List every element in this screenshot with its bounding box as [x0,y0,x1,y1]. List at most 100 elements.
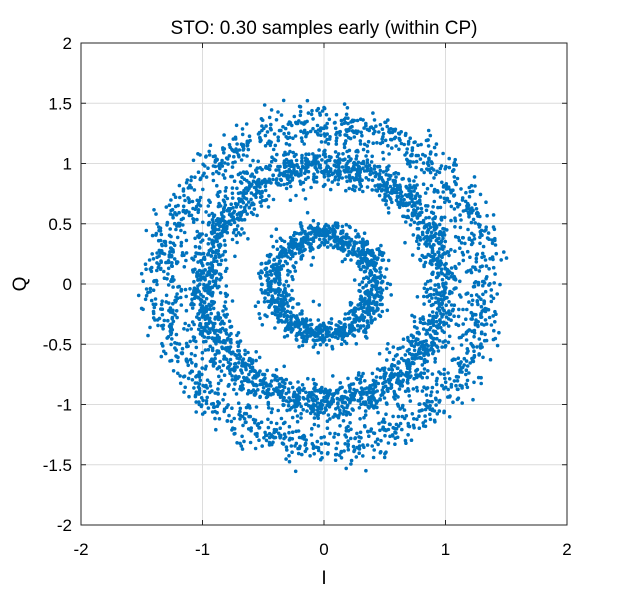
scatter-point [470,298,475,303]
scatter-point [352,135,357,139]
scatter-point [290,328,294,333]
scatter-point [172,278,176,282]
scatter-point [387,367,391,372]
scatter-point [196,210,200,215]
scatter-point [287,120,292,124]
scatter-point [240,358,245,363]
scatter-point [169,208,173,213]
scatter-point [378,270,382,274]
scatter-point [318,113,323,117]
scatter-point [297,344,301,349]
scatter-point [348,412,353,417]
scatter-point [325,245,330,249]
scatter-point [447,300,451,304]
scatter-point [330,172,335,177]
scatter-point [217,223,221,228]
scatter-point [493,336,498,341]
scatter-point [292,233,296,238]
scatter-point [458,213,462,217]
scatter-point [344,168,348,172]
scatter-point [170,261,174,265]
scatter-point [344,222,349,227]
scatter-point [311,333,316,337]
scatter-point [226,162,230,166]
scatter-point [312,452,317,456]
scatter-point [355,118,360,123]
scatter-point [205,262,210,266]
scatter-point [271,244,276,249]
scatter-point [463,241,467,246]
scatter-point [290,385,295,390]
scatter-point [257,355,262,360]
scatter-point [370,444,375,448]
scatter-point [465,385,470,390]
scatter-point [194,390,199,395]
y-tick-label: -2 [57,516,72,535]
scatter-point [155,251,159,255]
scatter-point [432,243,436,247]
scatter-point [290,123,294,128]
scatter-point [441,293,446,298]
scatter-point [201,173,205,178]
scatter-point [399,197,403,202]
scatter-point [432,199,437,204]
scatter-point [362,270,367,274]
scatter-point [213,356,217,361]
scatter-point [352,278,357,282]
scatter-point [285,309,290,314]
scatter-point [307,391,312,395]
scatter-point [314,180,319,184]
scatter-point [217,201,221,206]
scatter-point [196,296,201,300]
scatter-point [464,330,469,335]
scatter-point [349,427,353,432]
scatter-point [354,342,359,346]
scatter-point [472,334,476,339]
scatter-point [353,177,357,182]
scatter-point [338,386,343,391]
scatter-point [171,215,175,220]
scatter-point [383,138,388,143]
scatter-point [318,342,323,347]
scatter-point [460,401,465,405]
scatter-point [426,319,431,323]
scatter-point [294,193,298,198]
scatter-point [261,372,265,377]
scatter-point [452,303,457,308]
scatter-point [173,313,177,317]
scatter-point [378,397,382,401]
scatter-point [449,274,454,279]
scatter-point [416,246,421,251]
scatter-point [359,184,364,189]
scatter-point [229,324,234,329]
scatter-point [343,257,347,262]
scatter-point [459,187,463,191]
scatter-point [214,237,219,241]
scatter-point [188,287,192,291]
scatter-point [453,234,458,239]
scatter-point [386,143,390,148]
scatter-point [459,241,464,245]
scatter-point [345,179,349,184]
axis-ticks [80,42,568,526]
scatter-point [323,124,327,128]
scatter-point [453,264,457,269]
scatter-point [179,243,183,248]
scatter-point [226,365,230,370]
scatter-point [254,382,258,387]
scatter-point [447,377,452,381]
scatter-point [258,316,262,321]
scatter-point [262,377,266,382]
scatter-point [401,345,405,349]
scatter-point [475,345,479,349]
scatter-point [177,210,181,215]
scatter-point [325,396,330,400]
scatter-point [299,225,304,229]
scatter-point [314,235,318,239]
scatter-point [262,436,266,440]
scatter-point [309,327,313,331]
scatter-point [150,233,155,238]
scatter-point [454,181,458,186]
scatter-point [232,220,237,225]
scatter-point [420,232,425,237]
